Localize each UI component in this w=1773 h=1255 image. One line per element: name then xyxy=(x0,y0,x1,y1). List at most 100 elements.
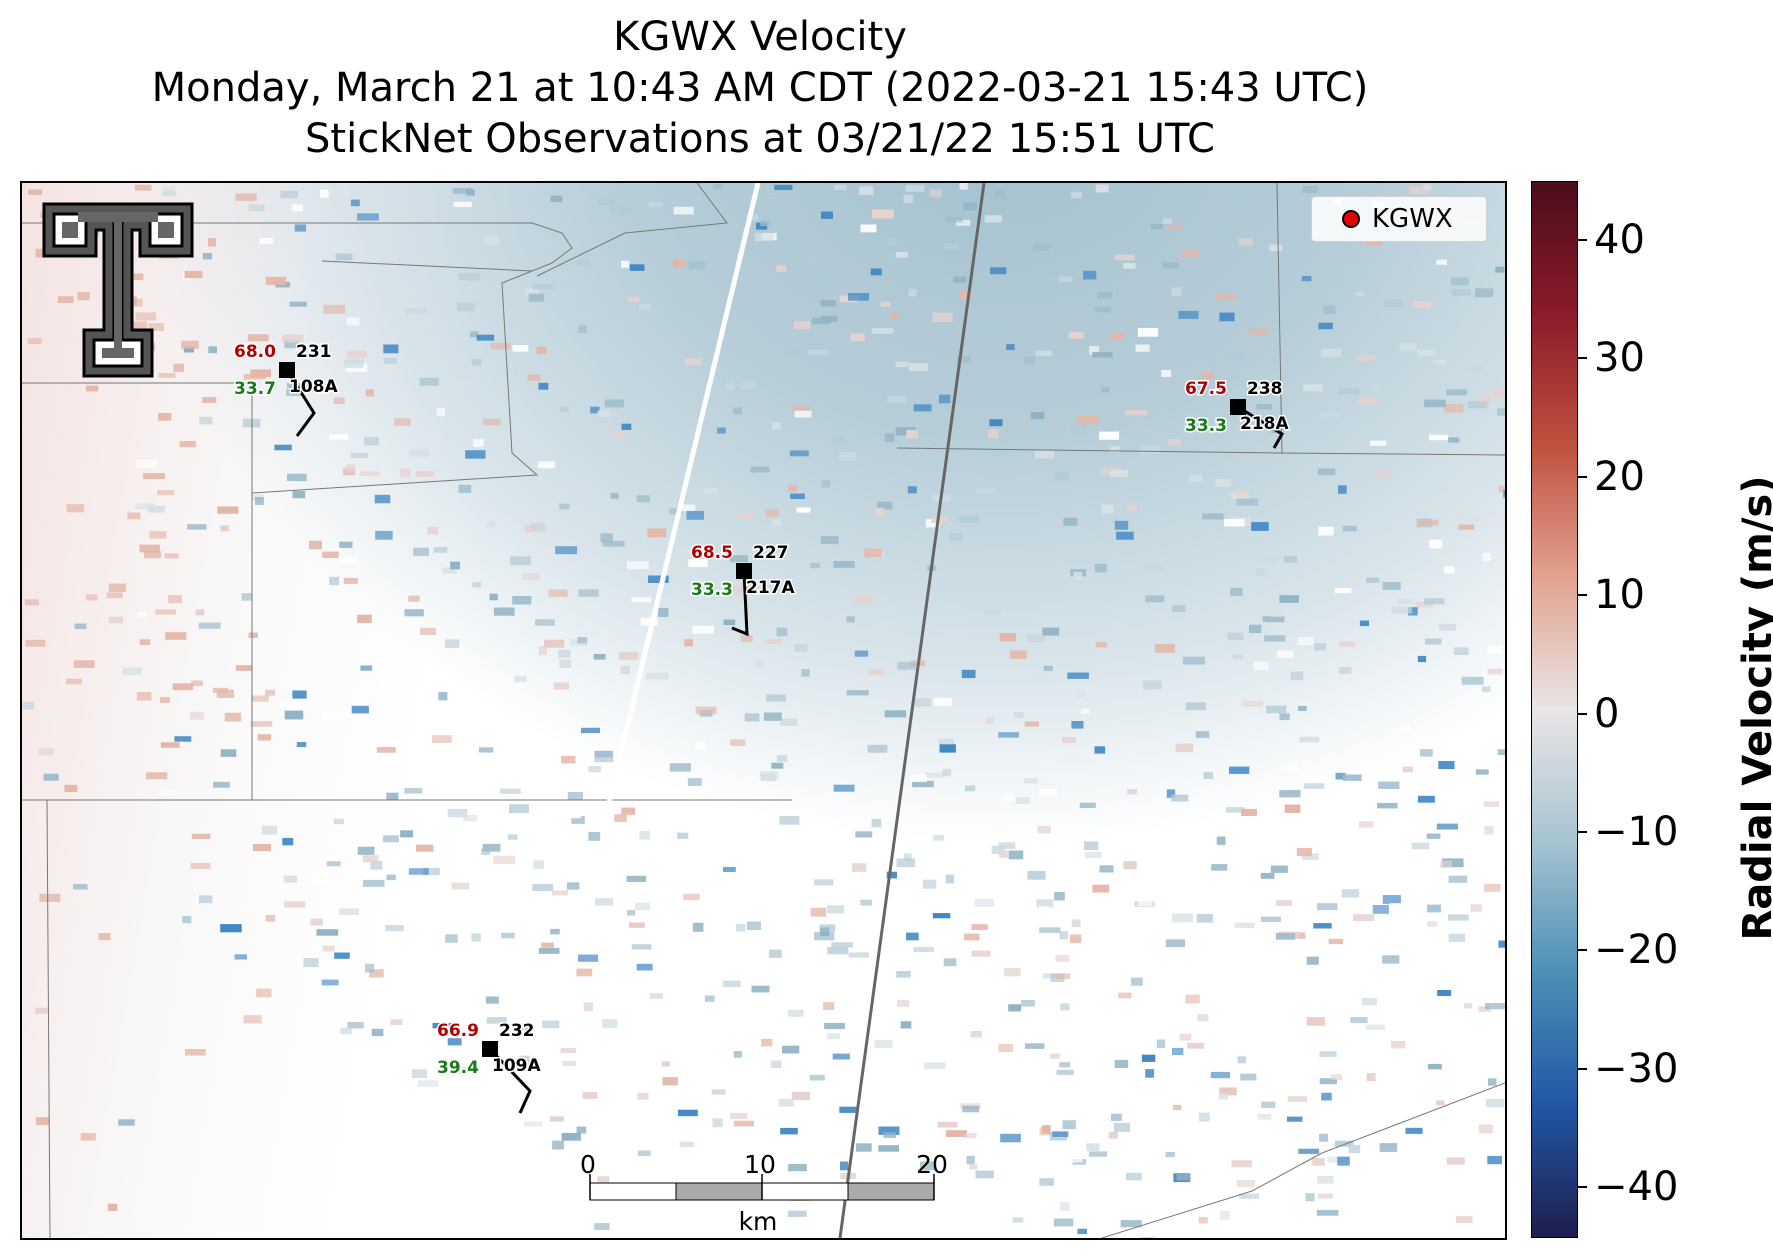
radar-gate xyxy=(292,491,306,499)
radar-gate xyxy=(578,589,599,597)
radar-gate xyxy=(662,1077,678,1086)
radar-gate xyxy=(1176,1174,1191,1181)
radar-gate xyxy=(1050,1053,1060,1059)
radar-gate xyxy=(405,308,427,314)
radar-gate xyxy=(1319,1078,1337,1085)
radar-gate xyxy=(323,304,346,314)
radar-gate xyxy=(1439,623,1456,631)
radar-gate xyxy=(889,312,899,321)
radar-gate xyxy=(1006,344,1015,351)
radar-gate xyxy=(984,215,1002,223)
radar-gate xyxy=(473,439,484,447)
radar-gate xyxy=(74,623,87,630)
colorbar-tick-label: 20 xyxy=(1594,453,1645,500)
radar-gate xyxy=(1316,903,1338,911)
station-217A: 68.5 227 33.3 217A xyxy=(690,542,797,637)
radar-gate xyxy=(621,423,632,430)
radar-gate xyxy=(639,830,651,840)
radar-gate xyxy=(876,501,893,510)
radar-gate xyxy=(85,385,99,392)
radar-gate xyxy=(213,781,230,788)
radar-gate xyxy=(1008,850,1024,860)
radar-gate xyxy=(1451,277,1469,286)
radar-gate xyxy=(1498,940,1505,948)
radar-gate xyxy=(344,359,364,368)
radar-gate xyxy=(1241,808,1257,816)
radar-gate xyxy=(974,898,995,907)
radar-gate xyxy=(870,268,882,276)
radar-gate xyxy=(411,1069,427,1078)
radar-gate xyxy=(1475,288,1494,298)
radar-gate xyxy=(1235,489,1247,497)
radar-gate xyxy=(283,875,297,883)
colorbar-tick-label: −20 xyxy=(1594,927,1679,974)
radar-gate xyxy=(451,882,470,890)
radar-gate xyxy=(127,512,141,520)
radar-gate xyxy=(595,898,614,906)
radar-gate xyxy=(320,189,329,198)
radar-gate xyxy=(472,582,482,588)
radar-gate xyxy=(470,331,479,338)
radar-gate xyxy=(499,788,521,794)
radar-gate xyxy=(906,932,919,941)
radar-gate xyxy=(241,593,252,601)
radar-gate xyxy=(456,302,475,312)
radar-gate xyxy=(1249,624,1262,633)
radar-gate xyxy=(486,521,496,528)
radar-gate xyxy=(1458,516,1479,522)
radar-gate xyxy=(1094,306,1112,313)
radar-gate xyxy=(1296,847,1312,857)
radar-map[interactable]: 68.0 231 33.7 108A 67.5 238 33.3 218A 68.5 227 33.… xyxy=(20,181,1507,1240)
radar-gate xyxy=(465,450,486,459)
radar-gate xyxy=(1372,905,1389,914)
radar-gate xyxy=(895,251,908,258)
radar-gate xyxy=(588,832,601,841)
radar-gate xyxy=(637,1092,649,1100)
radar-gate xyxy=(1218,1093,1228,1100)
radar-gate xyxy=(726,381,735,390)
radar-gate xyxy=(648,202,663,208)
radar-gate xyxy=(433,547,448,553)
radar-gate xyxy=(733,1051,742,1058)
radar-gate xyxy=(962,1105,980,1113)
radar-gate xyxy=(848,293,869,301)
radar-gate xyxy=(322,945,335,952)
radar-gate xyxy=(597,410,619,418)
radar-gate xyxy=(360,665,373,671)
station-wind-direction: 227 xyxy=(753,543,789,563)
radar-gate xyxy=(1455,1215,1473,1224)
radar-gate xyxy=(1199,1112,1210,1122)
radar-gate xyxy=(161,191,176,197)
station-marker-icon xyxy=(482,1041,498,1057)
radar-gate xyxy=(1248,328,1269,335)
radar-gate xyxy=(1390,903,1406,910)
radar-gate xyxy=(39,893,61,902)
radar-gate xyxy=(1424,399,1446,408)
radar-gate xyxy=(751,985,770,993)
radar-gate xyxy=(1415,601,1434,608)
radar-gate xyxy=(810,562,820,569)
radar-gate xyxy=(322,551,339,558)
radar-gate xyxy=(1223,1166,1241,1175)
radar-gate xyxy=(1150,224,1163,230)
radar-gate xyxy=(1196,914,1213,923)
radar-gate xyxy=(493,607,515,616)
radar-gate xyxy=(329,576,340,586)
radar-gate xyxy=(80,1133,96,1141)
radar-gate xyxy=(1382,895,1401,904)
radar-gate xyxy=(1089,346,1100,355)
radar-gate xyxy=(897,999,910,1007)
radar-gate xyxy=(1497,749,1505,756)
radar-gate xyxy=(1009,650,1027,659)
radar-gate xyxy=(1287,1096,1308,1102)
radar-gate xyxy=(1283,555,1297,563)
radar-gate xyxy=(1043,973,1057,979)
radar-gate xyxy=(969,1164,978,1170)
radar-gate xyxy=(1470,365,1484,372)
radar-gate xyxy=(1123,263,1136,269)
radar-gate xyxy=(925,519,940,528)
radar-gate xyxy=(224,712,242,722)
radar-gate xyxy=(1162,218,1173,224)
radar-gate xyxy=(514,675,527,683)
radar-gate xyxy=(1140,1236,1156,1238)
